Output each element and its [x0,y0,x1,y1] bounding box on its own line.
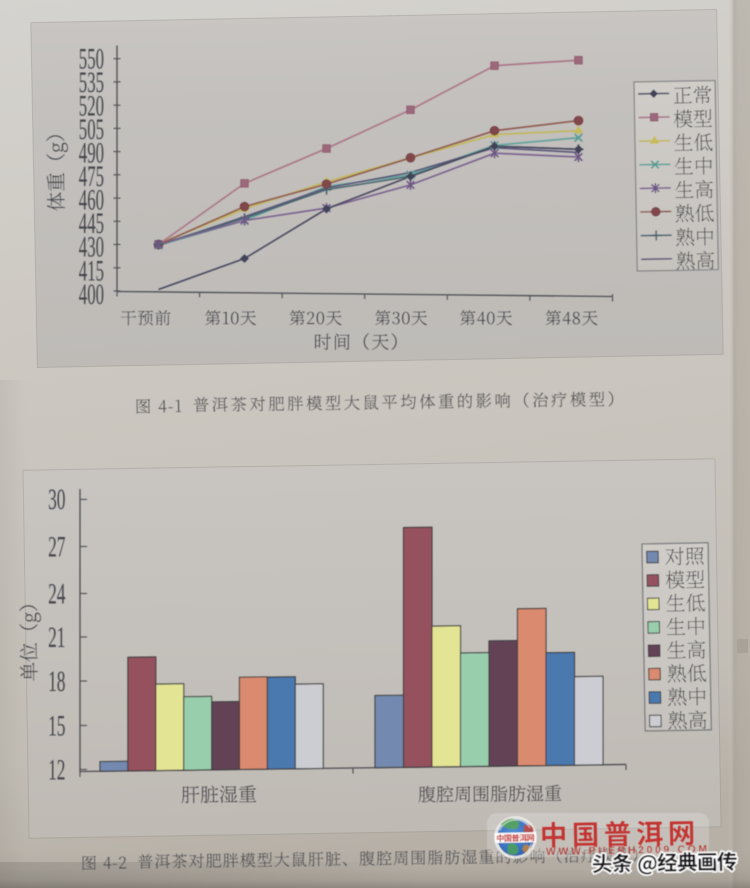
svg-text:520: 520 [79,90,104,123]
svg-text:505: 505 [79,113,104,146]
svg-text:460: 460 [79,184,104,217]
svg-text:24: 24 [48,578,65,611]
svg-text:27: 27 [48,531,65,564]
svg-text:550: 550 [79,43,104,76]
svg-text:445: 445 [79,207,104,240]
svg-text:430: 430 [79,231,104,264]
svg-text:18: 18 [48,665,65,698]
svg-text:15: 15 [48,710,65,743]
svg-text:490: 490 [79,137,104,170]
svg-text:535: 535 [79,66,104,99]
svg-text:30: 30 [48,484,65,517]
svg-text:415: 415 [79,254,104,287]
svg-text:475: 475 [79,160,104,193]
svg-text:21: 21 [48,621,65,654]
svg-text:12: 12 [48,754,65,787]
svg-text:400: 400 [79,278,104,311]
